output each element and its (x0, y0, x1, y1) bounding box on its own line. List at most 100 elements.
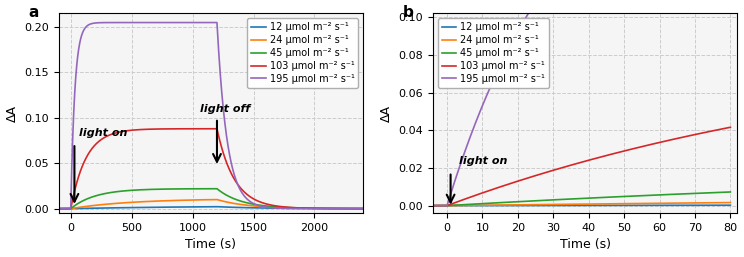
45 μmol m⁻² s⁻¹ (540, 199, 549, 202)
Text: light off: light off (200, 104, 250, 114)
103 μmol m⁻² s⁻¹ (480, 191, 489, 194)
45 μmol m⁻² s⁻¹ (54, 207, 63, 210)
103 μmol m⁻² s⁻¹ (248, 197, 257, 200)
24 μmol m⁻² s⁻¹ (540, 203, 549, 206)
195 μmol m⁻² s⁻¹ (69, 107, 78, 110)
Line: 24 μmol m⁻² s⁻¹: 24 μmol m⁻² s⁻¹ (429, 203, 731, 206)
Line: 45 μmol m⁻² s⁻¹: 45 μmol m⁻² s⁻¹ (59, 189, 363, 209)
Line: 103 μmol m⁻² s⁻¹: 103 μmol m⁻² s⁻¹ (59, 129, 363, 209)
103 μmol m⁻² s⁻¹ (673, 137, 682, 140)
195 μmol m⁻² s⁻¹ (54, 207, 63, 210)
103 μmol m⁻² s⁻¹ (69, 192, 78, 195)
195 μmol m⁻² s⁻¹ (164, 21, 173, 24)
45 μmol m⁻² s⁻¹ (650, 194, 658, 197)
12 μmol m⁻² s⁻¹ (69, 207, 78, 210)
24 μmol m⁻² s⁻¹ (280, 206, 289, 209)
195 μmol m⁻² s⁻¹ (234, 186, 243, 189)
Line: 45 μmol m⁻² s⁻¹: 45 μmol m⁻² s⁻¹ (429, 192, 731, 206)
103 μmol m⁻² s⁻¹ (726, 126, 735, 129)
12 μmol m⁻² s⁻¹ (296, 207, 305, 210)
45 μmol m⁻² s⁻¹ (296, 206, 305, 209)
103 μmol m⁻² s⁻¹ (650, 142, 658, 145)
12 μmol m⁻² s⁻¹ (248, 206, 257, 209)
X-axis label: Time (s): Time (s) (185, 238, 237, 251)
103 μmol m⁻² s⁻¹ (234, 184, 243, 187)
12 μmol m⁻² s⁻¹ (425, 204, 434, 207)
45 μmol m⁻² s⁻¹ (359, 207, 368, 210)
45 μmol m⁻² s⁻¹ (606, 196, 615, 199)
24 μmol m⁻² s⁻¹ (673, 201, 682, 205)
Legend: 12 μmol m⁻² s⁻¹, 24 μmol m⁻² s⁻¹, 45 μmol m⁻² s⁻¹, 103 μmol m⁻² s⁻¹, 195 μmol m⁻: 12 μmol m⁻² s⁻¹, 24 μmol m⁻² s⁻¹, 45 μmo… (247, 18, 359, 88)
Line: 195 μmol m⁻² s⁻¹: 195 μmol m⁻² s⁻¹ (59, 23, 363, 209)
12 μmol m⁻² s⁻¹ (606, 204, 615, 207)
195 μmol m⁻² s⁻¹ (425, 204, 434, 207)
24 μmol m⁻² s⁻¹ (620, 202, 629, 205)
Text: light on: light on (460, 156, 508, 166)
24 μmol m⁻² s⁻¹ (234, 203, 243, 206)
45 μmol m⁻² s⁻¹ (425, 204, 434, 207)
195 μmol m⁻² s⁻¹ (280, 207, 289, 210)
45 μmol m⁻² s⁻¹ (673, 192, 682, 196)
45 μmol m⁻² s⁻¹ (480, 202, 489, 205)
24 μmol m⁻² s⁻¹ (54, 207, 63, 210)
12 μmol m⁻² s⁻¹ (54, 207, 63, 210)
24 μmol m⁻² s⁻¹ (359, 207, 368, 210)
12 μmol m⁻² s⁻¹ (673, 204, 682, 207)
Y-axis label: ΔA: ΔA (380, 105, 393, 122)
24 μmol m⁻² s⁻¹ (248, 204, 257, 207)
Text: light on: light on (79, 128, 127, 138)
103 μmol m⁻² s⁻¹ (425, 204, 434, 207)
24 μmol m⁻² s⁻¹ (726, 201, 735, 204)
12 μmol m⁻² s⁻¹ (234, 206, 243, 209)
103 μmol m⁻² s⁻¹ (606, 153, 615, 156)
195 μmol m⁻² s⁻¹ (480, 100, 489, 103)
103 μmol m⁻² s⁻¹ (280, 205, 289, 208)
103 μmol m⁻² s⁻¹ (213, 127, 222, 130)
12 μmol m⁻² s⁻¹ (726, 204, 735, 207)
45 μmol m⁻² s⁻¹ (726, 190, 735, 194)
195 μmol m⁻² s⁻¹ (211, 21, 219, 24)
12 μmol m⁻² s⁻¹ (480, 204, 489, 207)
103 μmol m⁻² s⁻¹ (540, 171, 549, 175)
103 μmol m⁻² s⁻¹ (620, 149, 629, 152)
24 μmol m⁻² s⁻¹ (164, 199, 173, 202)
45 μmol m⁻² s⁻¹ (280, 206, 289, 209)
103 μmol m⁻² s⁻¹ (359, 207, 368, 210)
Line: 195 μmol m⁻² s⁻¹: 195 μmol m⁻² s⁻¹ (429, 0, 731, 206)
103 μmol m⁻² s⁻¹ (54, 207, 63, 210)
Line: 24 μmol m⁻² s⁻¹: 24 μmol m⁻² s⁻¹ (59, 199, 363, 209)
12 μmol m⁻² s⁻¹ (164, 206, 173, 209)
24 μmol m⁻² s⁻¹ (606, 202, 615, 205)
24 μmol m⁻² s⁻¹ (480, 204, 489, 207)
Text: a: a (28, 5, 39, 21)
Line: 103 μmol m⁻² s⁻¹: 103 μmol m⁻² s⁻¹ (429, 127, 731, 206)
45 μmol m⁻² s⁻¹ (248, 202, 257, 205)
12 μmol m⁻² s⁻¹ (359, 207, 368, 210)
45 μmol m⁻² s⁻¹ (213, 187, 222, 190)
12 μmol m⁻² s⁻¹ (540, 204, 549, 207)
103 μmol m⁻² s⁻¹ (296, 206, 305, 209)
195 μmol m⁻² s⁻¹ (248, 201, 257, 204)
Text: b: b (403, 5, 414, 21)
24 μmol m⁻² s⁻¹ (296, 207, 305, 210)
45 μmol m⁻² s⁻¹ (234, 199, 243, 202)
24 μmol m⁻² s⁻¹ (650, 202, 658, 205)
45 μmol m⁻² s⁻¹ (164, 187, 173, 190)
195 μmol m⁻² s⁻¹ (296, 207, 305, 210)
24 μmol m⁻² s⁻¹ (425, 204, 434, 207)
12 μmol m⁻² s⁻¹ (620, 204, 629, 207)
Y-axis label: ΔA: ΔA (5, 105, 19, 122)
24 μmol m⁻² s⁻¹ (69, 207, 78, 210)
Legend: 12 μmol m⁻² s⁻¹, 24 μmol m⁻² s⁻¹, 45 μmol m⁻² s⁻¹, 103 μmol m⁻² s⁻¹, 195 μmol m⁻: 12 μmol m⁻² s⁻¹, 24 μmol m⁻² s⁻¹, 45 μmo… (437, 18, 549, 88)
X-axis label: Time (s): Time (s) (559, 238, 611, 251)
45 μmol m⁻² s⁻¹ (620, 195, 629, 198)
103 μmol m⁻² s⁻¹ (164, 127, 173, 130)
Line: 12 μmol m⁻² s⁻¹: 12 μmol m⁻² s⁻¹ (59, 207, 363, 209)
Line: 12 μmol m⁻² s⁻¹: 12 μmol m⁻² s⁻¹ (429, 205, 731, 206)
12 μmol m⁻² s⁻¹ (280, 207, 289, 210)
45 μmol m⁻² s⁻¹ (69, 205, 78, 208)
195 μmol m⁻² s⁻¹ (359, 207, 368, 210)
12 μmol m⁻² s⁻¹ (650, 204, 658, 207)
24 μmol m⁻² s⁻¹ (213, 198, 222, 201)
12 μmol m⁻² s⁻¹ (213, 205, 222, 208)
